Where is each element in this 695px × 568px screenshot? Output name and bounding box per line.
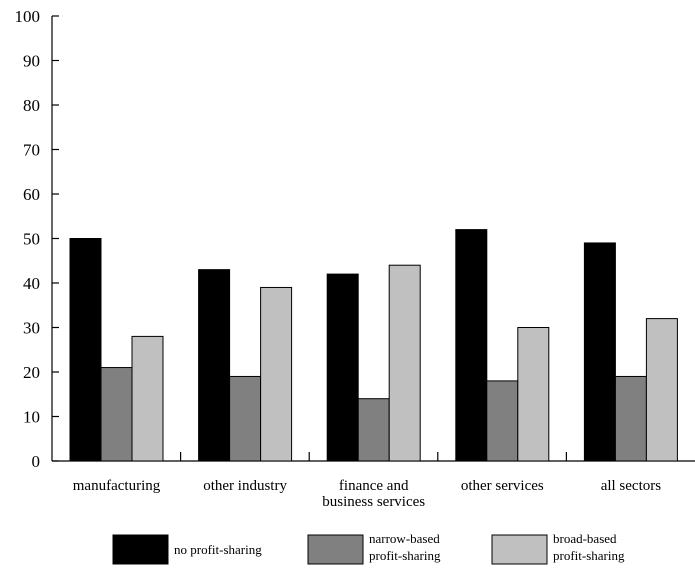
legend-swatch-narrow-based-profit-sharing bbox=[307, 534, 364, 565]
bar-manufacturing-broad-based-profit-sharing bbox=[131, 335, 164, 462]
bar-other-industry-broad-based-profit-sharing bbox=[260, 286, 293, 462]
y-tick-label-20: 20 bbox=[23, 363, 40, 382]
legend-label-broad-based-profit-sharing-line-1: broad-based bbox=[553, 531, 617, 546]
category-label-all-sectors: all sectors bbox=[601, 478, 662, 494]
y-tick-label-0: 0 bbox=[32, 452, 41, 471]
category-label-finance-and-business-services-line-2: business services bbox=[322, 494, 425, 510]
y-tick-label-40: 40 bbox=[23, 274, 40, 293]
legend-label-broad-based-profit-sharing-line-2: profit-sharing bbox=[553, 548, 625, 563]
bar-finance-and-business-services-broad-based-profit-sharing bbox=[388, 264, 421, 462]
y-tick-label-70: 70 bbox=[23, 141, 40, 160]
legend: no profit-sharing narrow-based profit-shar… bbox=[112, 531, 625, 565]
bar-all-sectors-broad-based-profit-sharing bbox=[645, 318, 678, 462]
bar-manufacturing-no-profit-sharing bbox=[69, 238, 102, 462]
bar-other-services-no-profit-sharing bbox=[455, 229, 488, 462]
bars bbox=[69, 229, 678, 462]
y-tick-label-80: 80 bbox=[23, 96, 40, 115]
legend-label-narrow-based-profit-sharing-line-1: narrow-based bbox=[369, 531, 440, 546]
bar-finance-and-business-services-narrow-based-profit-sharing bbox=[357, 398, 390, 462]
legend-swatch-broad-based-profit-sharing bbox=[491, 534, 548, 565]
x-axis-labels: manufacturing other industry finance andbu… bbox=[73, 452, 661, 510]
category-label-finance-and-business-services-line-1: finance and bbox=[339, 478, 409, 494]
category-label-other-services: other services bbox=[461, 478, 544, 494]
y-tick-label-90: 90 bbox=[23, 52, 40, 71]
category-label-other-industry: other industry bbox=[203, 478, 287, 494]
legend-label-no-profit-sharing: no profit-sharing bbox=[174, 542, 262, 557]
category-label-manufacturing: manufacturing bbox=[73, 478, 161, 494]
bar-other-industry-no-profit-sharing bbox=[198, 269, 231, 462]
legend-label-narrow-based-profit-sharing-line-2: profit-sharing bbox=[369, 548, 441, 563]
bar-finance-and-business-services-no-profit-sharing bbox=[326, 273, 359, 462]
bar-all-sectors-no-profit-sharing bbox=[583, 242, 616, 462]
bar-other-services-broad-based-profit-sharing bbox=[517, 327, 550, 462]
y-tick-label-60: 60 bbox=[23, 185, 40, 204]
y-tick-label-100: 100 bbox=[15, 7, 41, 26]
y-tick-label-50: 50 bbox=[23, 230, 40, 249]
y-tick-label-10: 10 bbox=[23, 408, 40, 427]
bar-manufacturing-narrow-based-profit-sharing bbox=[100, 367, 133, 462]
y-axis-ticks: 0 10 20 30 40 50 60 70 80 90 100 bbox=[15, 7, 59, 471]
bar-other-services-narrow-based-profit-sharing bbox=[486, 380, 519, 462]
bar-other-industry-narrow-based-profit-sharing bbox=[229, 375, 262, 462]
legend-swatch-no-profit-sharing bbox=[112, 534, 169, 565]
y-tick-label-30: 30 bbox=[23, 319, 40, 338]
bar-all-sectors-narrow-based-profit-sharing bbox=[614, 375, 647, 462]
